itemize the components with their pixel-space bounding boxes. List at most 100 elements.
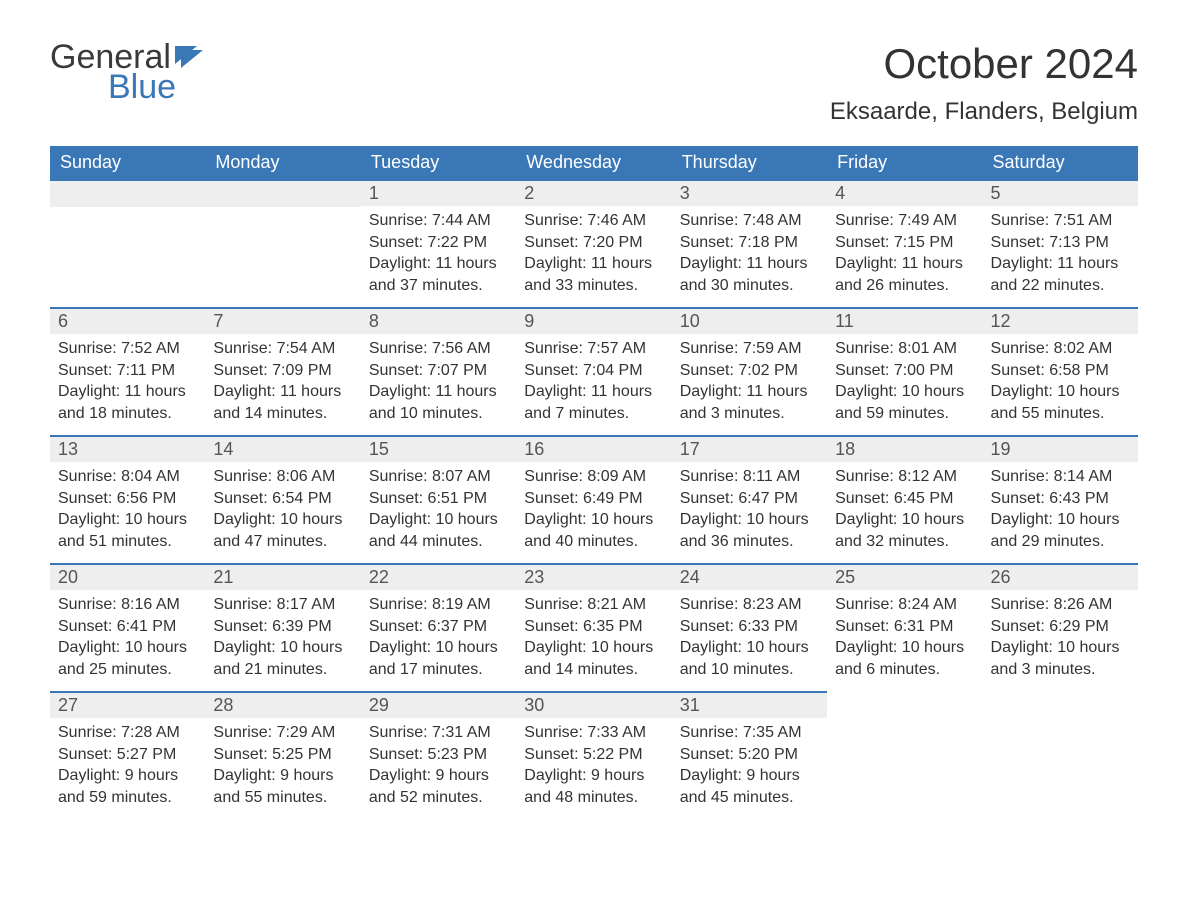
calendar-day-cell: 7Sunrise: 7:54 AMSunset: 7:09 PMDaylight…: [205, 307, 360, 435]
calendar-table: SundayMondayTuesdayWednesdayThursdayFrid…: [50, 146, 1138, 819]
day-day1-line: Daylight: 10 hours: [835, 509, 974, 531]
day-number: 10: [672, 307, 827, 334]
day-sunrise-line: Sunrise: 8:02 AM: [991, 338, 1130, 360]
day-sunset-line: Sunset: 6:47 PM: [680, 488, 819, 510]
day-details: Sunrise: 7:29 AMSunset: 5:25 PMDaylight:…: [205, 718, 360, 816]
day-number: 11: [827, 307, 982, 334]
weekday-header: Wednesday: [516, 146, 671, 179]
calendar-day-cell: 20Sunrise: 8:16 AMSunset: 6:41 PMDayligh…: [50, 563, 205, 691]
day-number: 29: [361, 691, 516, 718]
day-details: Sunrise: 7:28 AMSunset: 5:27 PMDaylight:…: [50, 718, 205, 816]
day-details: Sunrise: 7:52 AMSunset: 7:11 PMDaylight:…: [50, 334, 205, 432]
day-number: 23: [516, 563, 671, 590]
day-details: Sunrise: 8:14 AMSunset: 6:43 PMDaylight:…: [983, 462, 1138, 560]
day-sunset-line: Sunset: 7:02 PM: [680, 360, 819, 382]
calendar-week-row: 13Sunrise: 8:04 AMSunset: 6:56 PMDayligh…: [50, 435, 1138, 563]
day-day2-line: and 44 minutes.: [369, 531, 508, 553]
day-day2-line: and 59 minutes.: [835, 403, 974, 425]
day-details: Sunrise: 7:35 AMSunset: 5:20 PMDaylight:…: [672, 718, 827, 816]
calendar-week-row: 6Sunrise: 7:52 AMSunset: 7:11 PMDaylight…: [50, 307, 1138, 435]
day-sunset-line: Sunset: 5:27 PM: [58, 744, 197, 766]
day-details: Sunrise: 8:19 AMSunset: 6:37 PMDaylight:…: [361, 590, 516, 688]
day-details: Sunrise: 8:02 AMSunset: 6:58 PMDaylight:…: [983, 334, 1138, 432]
day-details: Sunrise: 8:11 AMSunset: 6:47 PMDaylight:…: [672, 462, 827, 560]
day-day1-line: Daylight: 11 hours: [680, 381, 819, 403]
day-day2-line: and 40 minutes.: [524, 531, 663, 553]
calendar-empty-cell: [205, 179, 360, 307]
day-details: Sunrise: 7:54 AMSunset: 7:09 PMDaylight:…: [205, 334, 360, 432]
day-details: Sunrise: 8:09 AMSunset: 6:49 PMDaylight:…: [516, 462, 671, 560]
day-day1-line: Daylight: 9 hours: [213, 765, 352, 787]
day-number: 14: [205, 435, 360, 462]
day-sunrise-line: Sunrise: 7:57 AM: [524, 338, 663, 360]
day-day1-line: Daylight: 11 hours: [369, 381, 508, 403]
day-day2-line: and 33 minutes.: [524, 275, 663, 297]
day-day2-line: and 47 minutes.: [213, 531, 352, 553]
day-number: 19: [983, 435, 1138, 462]
calendar-day-cell: 24Sunrise: 8:23 AMSunset: 6:33 PMDayligh…: [672, 563, 827, 691]
day-details: Sunrise: 7:59 AMSunset: 7:02 PMDaylight:…: [672, 334, 827, 432]
month-title: October 2024: [830, 40, 1138, 88]
day-day1-line: Daylight: 11 hours: [835, 253, 974, 275]
day-number: 30: [516, 691, 671, 718]
day-sunset-line: Sunset: 7:13 PM: [991, 232, 1130, 254]
day-sunset-line: Sunset: 7:22 PM: [369, 232, 508, 254]
day-sunrise-line: Sunrise: 7:56 AM: [369, 338, 508, 360]
day-number: 27: [50, 691, 205, 718]
day-details: Sunrise: 7:31 AMSunset: 5:23 PMDaylight:…: [361, 718, 516, 816]
day-number: 7: [205, 307, 360, 334]
day-day1-line: Daylight: 10 hours: [680, 509, 819, 531]
day-sunrise-line: Sunrise: 8:09 AM: [524, 466, 663, 488]
day-sunset-line: Sunset: 7:11 PM: [58, 360, 197, 382]
calendar-day-cell: 14Sunrise: 8:06 AMSunset: 6:54 PMDayligh…: [205, 435, 360, 563]
day-day2-line: and 36 minutes.: [680, 531, 819, 553]
calendar-day-cell: 9Sunrise: 7:57 AMSunset: 7:04 PMDaylight…: [516, 307, 671, 435]
empty-day-bar: [205, 179, 360, 207]
calendar-day-cell: 25Sunrise: 8:24 AMSunset: 6:31 PMDayligh…: [827, 563, 982, 691]
day-day1-line: Daylight: 11 hours: [369, 253, 508, 275]
day-sunset-line: Sunset: 5:20 PM: [680, 744, 819, 766]
calendar-day-cell: 16Sunrise: 8:09 AMSunset: 6:49 PMDayligh…: [516, 435, 671, 563]
day-sunset-line: Sunset: 6:43 PM: [991, 488, 1130, 510]
day-details: Sunrise: 7:33 AMSunset: 5:22 PMDaylight:…: [516, 718, 671, 816]
day-day1-line: Daylight: 11 hours: [524, 381, 663, 403]
calendar-day-cell: 8Sunrise: 7:56 AMSunset: 7:07 PMDaylight…: [361, 307, 516, 435]
day-day1-line: Daylight: 11 hours: [991, 253, 1130, 275]
weekday-header: Friday: [827, 146, 982, 179]
day-details: Sunrise: 8:07 AMSunset: 6:51 PMDaylight:…: [361, 462, 516, 560]
day-sunrise-line: Sunrise: 7:33 AM: [524, 722, 663, 744]
day-sunset-line: Sunset: 7:07 PM: [369, 360, 508, 382]
day-sunset-line: Sunset: 6:37 PM: [369, 616, 508, 638]
location-subtitle: Eksaarde, Flanders, Belgium: [830, 98, 1138, 126]
day-sunset-line: Sunset: 7:04 PM: [524, 360, 663, 382]
day-sunrise-line: Sunrise: 8:14 AM: [991, 466, 1130, 488]
day-day2-line: and 26 minutes.: [835, 275, 974, 297]
day-details: Sunrise: 7:57 AMSunset: 7:04 PMDaylight:…: [516, 334, 671, 432]
day-day1-line: Daylight: 10 hours: [524, 509, 663, 531]
calendar-day-cell: 21Sunrise: 8:17 AMSunset: 6:39 PMDayligh…: [205, 563, 360, 691]
day-day1-line: Daylight: 9 hours: [524, 765, 663, 787]
day-day2-line: and 30 minutes.: [680, 275, 819, 297]
day-sunrise-line: Sunrise: 8:11 AM: [680, 466, 819, 488]
day-number: 5: [983, 179, 1138, 206]
day-day1-line: Daylight: 10 hours: [991, 509, 1130, 531]
calendar-week-row: 27Sunrise: 7:28 AMSunset: 5:27 PMDayligh…: [50, 691, 1138, 819]
day-day2-line: and 21 minutes.: [213, 659, 352, 681]
calendar-week-row: 1Sunrise: 7:44 AMSunset: 7:22 PMDaylight…: [50, 179, 1138, 307]
day-sunrise-line: Sunrise: 8:16 AM: [58, 594, 197, 616]
calendar-week-row: 20Sunrise: 8:16 AMSunset: 6:41 PMDayligh…: [50, 563, 1138, 691]
day-sunset-line: Sunset: 6:39 PM: [213, 616, 352, 638]
weekday-header: Monday: [205, 146, 360, 179]
day-sunrise-line: Sunrise: 8:17 AM: [213, 594, 352, 616]
day-details: Sunrise: 8:24 AMSunset: 6:31 PMDaylight:…: [827, 590, 982, 688]
day-day1-line: Daylight: 10 hours: [369, 637, 508, 659]
calendar-day-cell: 2Sunrise: 7:46 AMSunset: 7:20 PMDaylight…: [516, 179, 671, 307]
day-sunset-line: Sunset: 6:41 PM: [58, 616, 197, 638]
day-day2-line: and 22 minutes.: [991, 275, 1130, 297]
day-day2-line: and 17 minutes.: [369, 659, 508, 681]
day-day1-line: Daylight: 9 hours: [58, 765, 197, 787]
day-details: Sunrise: 8:06 AMSunset: 6:54 PMDaylight:…: [205, 462, 360, 560]
day-sunset-line: Sunset: 6:56 PM: [58, 488, 197, 510]
day-details: Sunrise: 8:21 AMSunset: 6:35 PMDaylight:…: [516, 590, 671, 688]
day-number: 22: [361, 563, 516, 590]
